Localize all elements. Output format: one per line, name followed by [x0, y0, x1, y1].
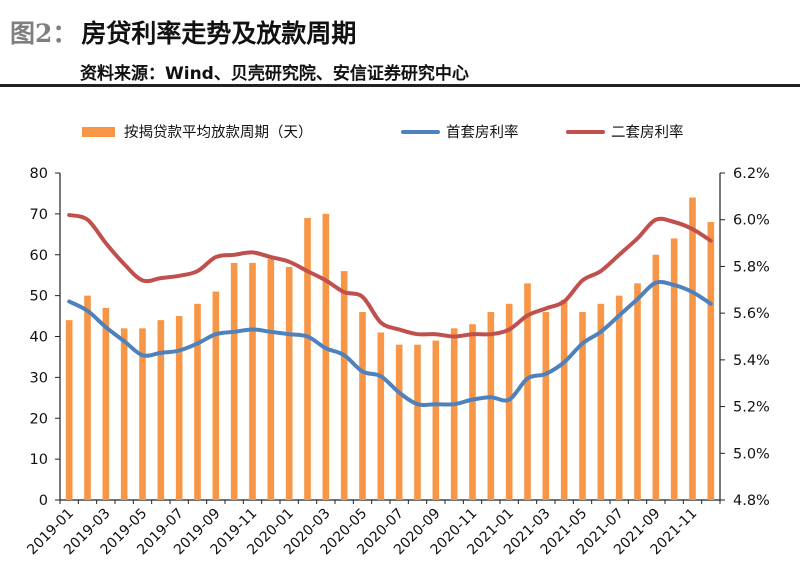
bar — [65, 320, 73, 500]
left-tick-label: 60 — [30, 248, 48, 264]
bar — [487, 311, 495, 500]
bar — [597, 303, 605, 500]
right-tick-label: 5.0% — [733, 446, 770, 462]
bar — [285, 267, 293, 500]
bar — [560, 299, 568, 500]
bar — [267, 258, 275, 500]
bar — [359, 311, 366, 500]
bar — [395, 344, 403, 500]
left-tick-label: 40 — [30, 330, 48, 346]
bar — [432, 340, 440, 500]
bar — [194, 303, 201, 500]
bar — [670, 238, 678, 500]
legend-label-first-home: 首套房利率 — [446, 124, 519, 141]
second-home-rate-line — [67, 213, 713, 339]
left-tick-label: 20 — [30, 411, 48, 427]
right-tick-label: 4.8% — [733, 493, 770, 509]
bar — [139, 328, 146, 500]
figure-title: 图2： 房贷利率走势及放款周期 — [10, 12, 356, 52]
bar — [652, 254, 660, 500]
bar — [579, 311, 586, 500]
left-tick-label: 10 — [30, 452, 48, 468]
chart-title: 房贷利率走势及放款周期 — [81, 19, 357, 48]
bar — [505, 303, 513, 500]
bar — [304, 217, 311, 500]
bar — [524, 283, 531, 500]
bar — [340, 271, 348, 500]
legend-label-second-home: 二套房利率 — [611, 124, 684, 141]
bar — [230, 262, 238, 500]
bar — [322, 213, 330, 500]
figure-label: 图2： — [10, 19, 78, 48]
bar — [469, 324, 476, 500]
bar — [102, 307, 110, 500]
bar — [120, 328, 128, 500]
left-tick-label: 30 — [30, 370, 48, 386]
bar — [689, 197, 696, 500]
bar — [212, 291, 220, 500]
bar — [377, 332, 385, 500]
legend-swatch-bar — [82, 127, 115, 137]
bar — [542, 311, 550, 500]
left-tick-label: 0 — [39, 493, 48, 509]
bar — [450, 328, 458, 500]
bar — [157, 320, 165, 500]
right-tick-label: 5.8% — [733, 259, 770, 275]
bar — [175, 316, 183, 500]
right-tick-label: 6.0% — [733, 213, 770, 229]
left-tick-label: 80 — [30, 166, 48, 182]
left-tick-label: 70 — [30, 207, 48, 223]
bar — [84, 295, 91, 500]
bar-series — [65, 197, 715, 501]
right-tick-label: 5.6% — [733, 306, 770, 322]
source-note: 资料来源：Wind、贝壳研究院、安信证券研究中心 — [80, 64, 469, 84]
line-series — [67, 213, 713, 408]
first-home-rate-line — [67, 279, 713, 408]
left-tick-label: 50 — [30, 289, 48, 305]
right-tick-label: 5.4% — [733, 353, 770, 369]
bar — [707, 222, 715, 501]
header-rule — [0, 84, 800, 87]
bar — [634, 283, 641, 500]
legend: 按揭贷款平均放款周期（天） 首套房利率 二套房利率 — [82, 124, 684, 141]
legend-label-bar: 按揭贷款平均放款周期（天） — [124, 124, 313, 141]
right-tick-label: 5.2% — [733, 400, 770, 416]
right-tick-label: 6.2% — [733, 166, 770, 182]
bar — [414, 344, 421, 500]
bar — [249, 262, 256, 500]
bar — [615, 295, 623, 500]
